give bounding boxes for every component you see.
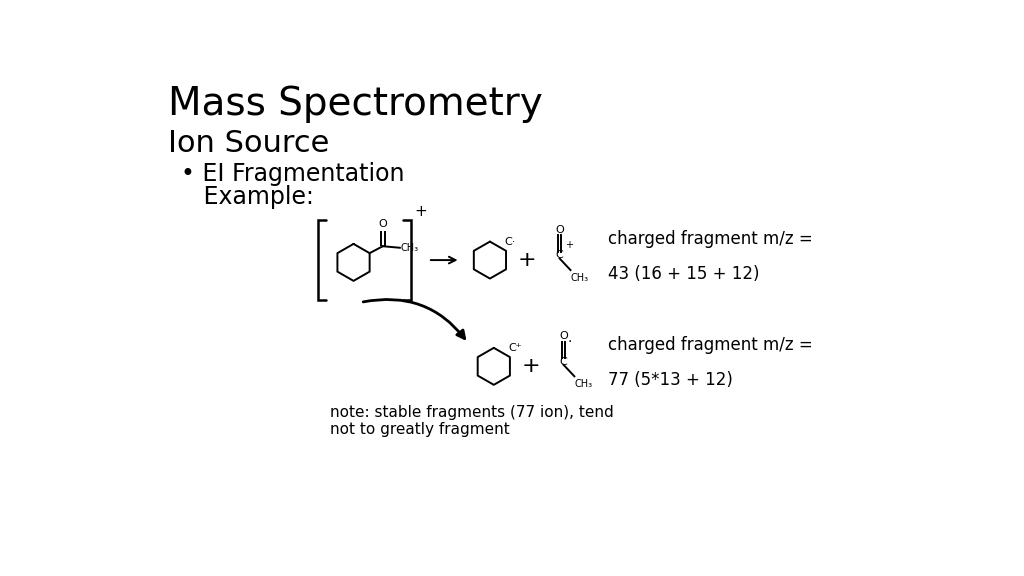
Text: CH₃: CH₃ — [400, 242, 419, 253]
FancyArrowPatch shape — [364, 300, 465, 339]
Text: O: O — [555, 225, 564, 234]
Text: C: C — [559, 357, 566, 367]
Text: C⁺: C⁺ — [509, 343, 522, 353]
Text: CH₃: CH₃ — [570, 273, 589, 283]
Text: 43 (16 + 15 + 12): 43 (16 + 15 + 12) — [608, 265, 760, 283]
Text: +: + — [518, 250, 537, 270]
Text: Mass Spectrometry: Mass Spectrometry — [168, 85, 543, 123]
Text: 77 (5*13 + 12): 77 (5*13 + 12) — [608, 371, 733, 389]
Text: charged fragment m/z =: charged fragment m/z = — [608, 336, 813, 354]
Text: +: + — [414, 203, 427, 218]
Text: +: + — [564, 240, 572, 250]
Text: ·: · — [568, 335, 572, 348]
Text: +: + — [521, 357, 541, 376]
Text: charged fragment m/z =: charged fragment m/z = — [608, 230, 813, 248]
Text: • EI Fragmentation: • EI Fragmentation — [180, 162, 404, 186]
Text: C·: C· — [505, 237, 516, 247]
Text: C: C — [555, 251, 563, 260]
Text: O: O — [559, 331, 568, 341]
Text: Ion Source: Ion Source — [168, 129, 330, 158]
Text: CH₃: CH₃ — [574, 380, 593, 389]
Text: not to greatly fragment: not to greatly fragment — [330, 422, 509, 437]
Text: Example:: Example: — [180, 185, 313, 210]
Text: O: O — [379, 218, 387, 229]
Text: note: stable fragments (77 ion), tend: note: stable fragments (77 ion), tend — [330, 405, 613, 420]
